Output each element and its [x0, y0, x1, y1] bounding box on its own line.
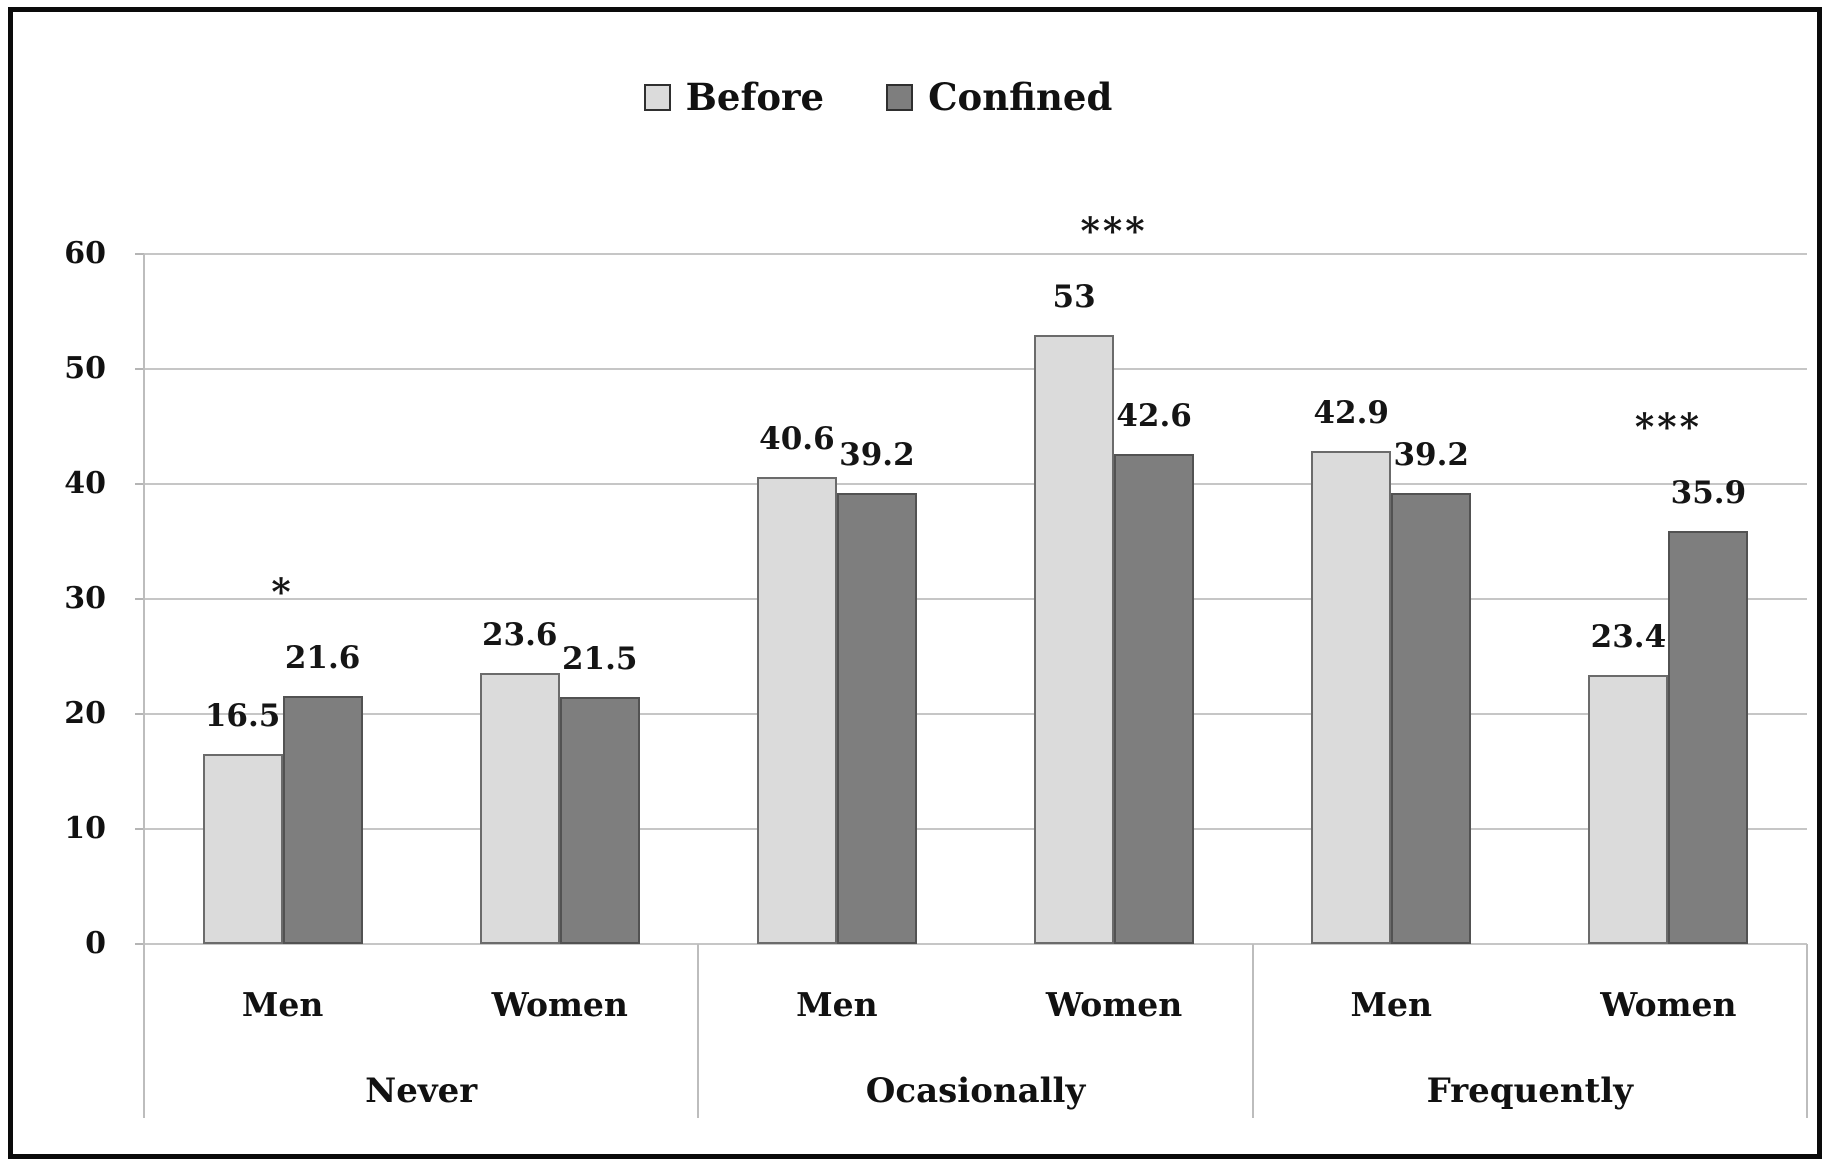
- bar-confined: [282, 695, 363, 944]
- y-axis-tick: [135, 598, 144, 600]
- legend-label-before: Before: [685, 75, 825, 119]
- gridline: [144, 483, 1807, 485]
- value-label: 23.6: [481, 616, 558, 653]
- bar-before: [1588, 674, 1669, 944]
- bar-before: [479, 672, 560, 944]
- value-label: 53: [1052, 278, 1096, 315]
- gridline: [144, 253, 1807, 255]
- value-label: 42.9: [1313, 394, 1389, 431]
- y-tick-label: 50: [64, 351, 106, 386]
- group-separator: [697, 944, 700, 1118]
- value-label: 40.6: [759, 421, 835, 458]
- y-axis-tick: [135, 943, 144, 945]
- value-label: 21.5: [561, 640, 638, 677]
- gridline: [144, 368, 1807, 370]
- value-label: 21.6: [284, 639, 361, 676]
- gridline: [144, 943, 1807, 945]
- bar-confined: [836, 493, 917, 944]
- y-tick-label: 30: [64, 581, 106, 616]
- gridline: [144, 598, 1807, 600]
- category-label: Men: [241, 985, 324, 1024]
- category-label: Women: [491, 985, 628, 1024]
- bar-before: [756, 477, 837, 944]
- bar-confined: [1114, 454, 1195, 944]
- bar-before: [1034, 334, 1115, 944]
- value-label: 39.2: [1393, 437, 1469, 474]
- value-label: 16.5: [204, 698, 281, 735]
- gridline: [144, 828, 1807, 830]
- bar-confined: [1668, 531, 1749, 944]
- y-tick-label: 10: [64, 811, 106, 846]
- y-axis-tick: [135, 483, 144, 485]
- value-label: 42.6: [1116, 398, 1192, 435]
- value-label: 39.2: [839, 437, 915, 474]
- y-tick-label: 0: [85, 926, 106, 961]
- legend-item-confined: Confined: [886, 73, 1112, 121]
- legend-item-before: Before: [643, 73, 825, 121]
- group-label: Never: [365, 1071, 478, 1111]
- bar-confined: [559, 696, 640, 944]
- bar-before: [202, 754, 283, 944]
- category-label: Men: [1350, 985, 1433, 1024]
- significance-marker: *: [271, 569, 294, 614]
- bar-confined: [1391, 493, 1472, 944]
- legend-swatch-before: [643, 83, 671, 111]
- y-tick-label: 20: [64, 696, 106, 731]
- legend-label-confined: Confined: [928, 75, 1113, 119]
- category-label: Women: [1600, 985, 1737, 1024]
- bar-before: [1311, 450, 1392, 944]
- category-label: Men: [796, 985, 878, 1024]
- significance-marker: ***: [1634, 405, 1702, 450]
- group-label: Ocasionally: [865, 1071, 1086, 1111]
- category-label: Women: [1045, 985, 1183, 1024]
- value-label: 35.9: [1670, 475, 1747, 512]
- value-label: 23.4: [1590, 618, 1667, 655]
- y-tick-label: 40: [64, 466, 106, 501]
- y-axis-line: [143, 254, 145, 1118]
- legend: Before Confined: [0, 72, 1800, 122]
- group-label: Frequently: [1426, 1071, 1633, 1111]
- y-axis-tick: [135, 368, 144, 370]
- y-tick-label: 60: [64, 236, 106, 271]
- y-axis-tick: [135, 253, 144, 255]
- group-separator: [1806, 944, 1808, 1118]
- y-axis-tick: [135, 828, 144, 830]
- group-separator: [1251, 944, 1254, 1118]
- y-axis-tick: [135, 713, 144, 715]
- legend-swatch-confined: [886, 83, 914, 111]
- significance-marker: ***: [1080, 208, 1148, 253]
- gridline: [144, 713, 1807, 715]
